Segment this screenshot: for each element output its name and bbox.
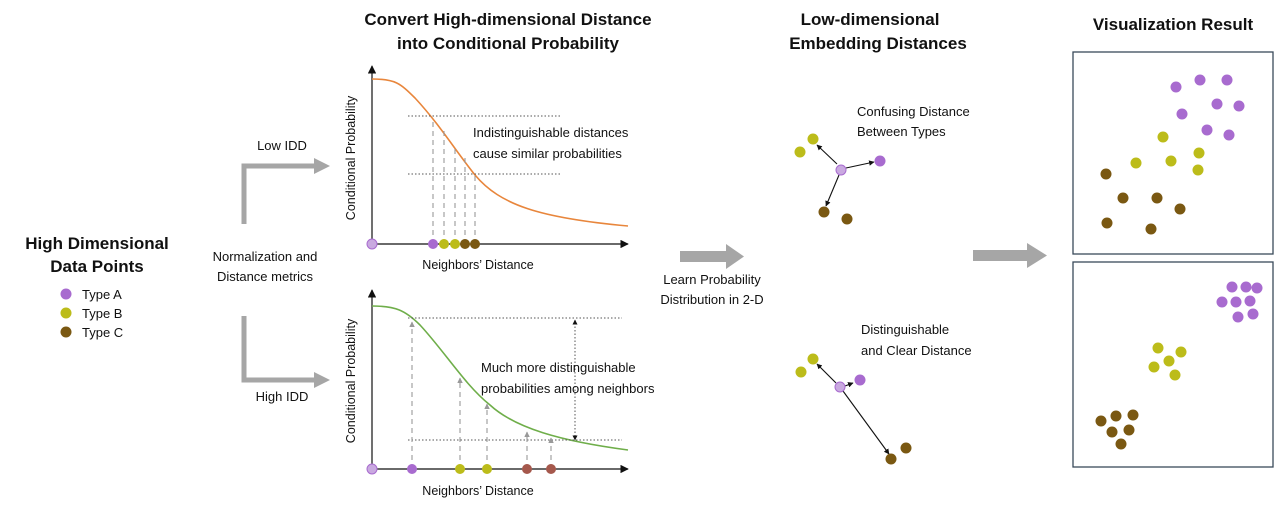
learn-arrow-head xyxy=(726,244,744,269)
learn-arrow-shaft xyxy=(680,251,728,262)
clear-c1 xyxy=(885,453,897,465)
clear-anchor xyxy=(834,381,846,393)
clear-label-line1: Distinguishable xyxy=(861,322,949,337)
clear-b2 xyxy=(795,366,807,378)
embedding-title-line1: Low-dimensional xyxy=(801,10,940,29)
high-neighbor-c1 xyxy=(522,464,532,474)
low-anchor-point xyxy=(366,238,378,250)
confusing-label-line1: Confusing Distance xyxy=(857,104,970,119)
result-scatter-clear xyxy=(1095,281,1263,450)
clear-arrows xyxy=(816,363,890,455)
low-neighbor-c1 xyxy=(460,239,470,249)
normalization-label-line1: Normalization and xyxy=(213,249,318,264)
probability-section: Convert High-dimensional Distance into C… xyxy=(344,10,655,498)
confusing-c1 xyxy=(818,206,830,218)
high-anchor-point xyxy=(366,463,378,475)
low-probability-curve xyxy=(371,78,629,227)
low-neighbor-b2 xyxy=(450,239,460,249)
result-arrow-shaft xyxy=(973,250,1029,261)
split-arrow-high xyxy=(241,316,330,388)
clear-c2 xyxy=(900,442,912,454)
legend: Type A Type B Type C xyxy=(60,287,123,340)
confusing-b1 xyxy=(807,133,819,145)
learn-label-line2: Distribution in 2-D xyxy=(660,292,763,307)
low-note-line2: cause similar probabilities xyxy=(473,146,622,161)
high-dim-section: High Dimensional Data Points Type A Type… xyxy=(25,138,330,404)
confusing-a1 xyxy=(874,155,886,167)
embedding-title-line2: Embedding Distances xyxy=(789,34,967,53)
low-idd-plot: Conditional Probability Neighbors’ Dista… xyxy=(344,65,629,272)
probability-title-line1: Convert High-dimensional Distance xyxy=(364,10,651,29)
high-plot-xlabel: Neighbors’ Distance xyxy=(422,484,533,498)
low-neighbor-c2 xyxy=(470,239,480,249)
learn-section: Learn Probability Distribution in 2-D xyxy=(660,244,764,307)
low-idd-label: Low IDD xyxy=(257,138,307,153)
high-idd-label: High IDD xyxy=(256,389,309,404)
high-neighbor-b1 xyxy=(455,464,465,474)
result-section: Visualization Result xyxy=(1072,15,1274,468)
confusing-arrows xyxy=(816,144,875,207)
split-arrow-low xyxy=(241,158,330,224)
result-scatter-confusing xyxy=(1100,74,1245,235)
high-idd-plot: Conditional Probability Neighbors’ Dista… xyxy=(344,289,655,498)
result-arrow-head xyxy=(1027,243,1047,268)
confusing-b2 xyxy=(794,146,806,158)
low-plot-ylabel: Conditional Probability xyxy=(344,95,358,220)
probability-title-line2: into Conditional Probability xyxy=(397,34,619,53)
high-neighbor-c2 xyxy=(546,464,556,474)
legend-dot-type-b xyxy=(60,307,72,319)
legend-dot-type-a xyxy=(60,288,72,300)
legend-label-type-a: Type A xyxy=(82,287,122,302)
confusing-label-line2: Between Types xyxy=(857,124,946,139)
legend-dot-type-c xyxy=(60,326,72,338)
high-dashed-rises xyxy=(409,321,554,469)
clear-embedding: Distinguishable and Clear Distance xyxy=(795,322,972,465)
low-dashed-drops xyxy=(432,118,476,244)
learn-label-line1: Learn Probability xyxy=(663,272,761,287)
high-note-line2: probabilities among neighbors xyxy=(481,381,655,396)
low-note-line1: Indistinguishable distances xyxy=(473,125,629,140)
clear-a1 xyxy=(854,374,866,386)
confusing-anchor xyxy=(835,164,847,176)
result-title: Visualization Result xyxy=(1093,15,1254,34)
confusing-c2 xyxy=(841,213,853,225)
low-plot-xlabel: Neighbors’ Distance xyxy=(422,258,533,272)
clear-b1 xyxy=(807,353,819,365)
embedding-section: Low-dimensional Embedding Distances Conf… xyxy=(789,10,1047,465)
high-probability-curve xyxy=(371,305,629,451)
high-dim-title-line2: Data Points xyxy=(50,257,144,276)
low-neighbor-a xyxy=(428,239,438,249)
legend-label-type-c: Type C xyxy=(82,325,123,340)
normalization-label-line2: Distance metrics xyxy=(217,269,314,284)
clear-label-line2: and Clear Distance xyxy=(861,343,972,358)
high-note-line1: Much more distinguishable xyxy=(481,360,636,375)
high-neighbor-b2 xyxy=(482,464,492,474)
high-plot-ylabel: Conditional Probability xyxy=(344,318,358,443)
high-neighbor-a xyxy=(407,464,417,474)
low-neighbor-b1 xyxy=(439,239,449,249)
high-dim-title-line1: High Dimensional xyxy=(25,234,169,253)
confusing-embedding: Confusing Distance Between Types xyxy=(794,104,970,225)
legend-label-type-b: Type B xyxy=(82,306,122,321)
